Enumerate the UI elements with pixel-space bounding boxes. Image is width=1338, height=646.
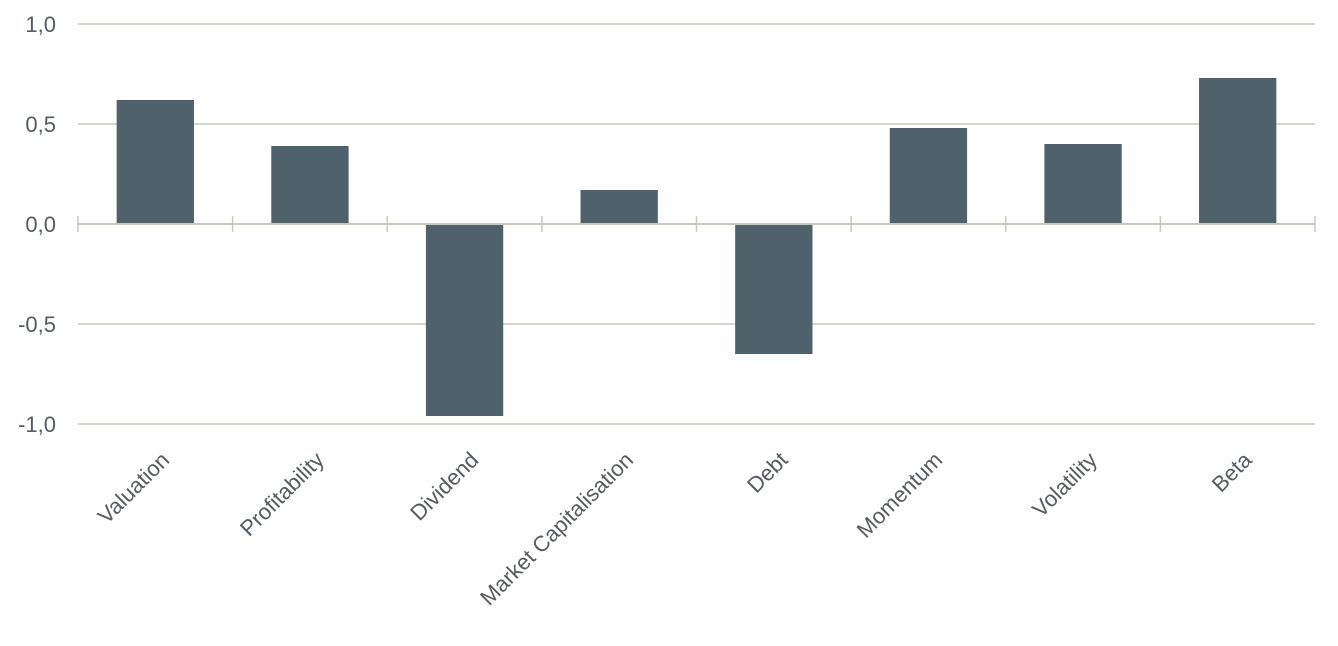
x-tick-label: Profitability — [235, 447, 329, 541]
x-tick-label: Beta — [1207, 447, 1257, 497]
bar-debt — [735, 224, 813, 354]
y-tick-label: 1,0 — [25, 12, 56, 37]
gridlines — [78, 23, 1315, 425]
x-tick-label: Momentum — [852, 447, 947, 542]
bar-valuation — [116, 100, 194, 224]
y-tick-label: 0,5 — [25, 112, 56, 137]
x-tick-label: Dividend — [405, 447, 483, 525]
x-tick-label: Market Capitalisation — [475, 447, 638, 610]
bar-dividend — [425, 224, 504, 416]
y-axis-tick-labels: 1,0 0,5 0,0 -0,5 -1,0 — [18, 12, 56, 437]
y-tick-label: -0,5 — [18, 312, 56, 337]
bars — [116, 78, 1277, 416]
x-axis — [77, 216, 1316, 232]
bar-profitability — [271, 146, 349, 224]
bar-momentum — [889, 128, 968, 224]
x-tick-label: Volatility — [1027, 447, 1102, 522]
y-tick-label: 0,0 — [25, 212, 56, 237]
bar-volatility — [1044, 144, 1122, 224]
x-tick-label: Valuation — [93, 447, 174, 528]
x-tick-label: Debt — [742, 447, 793, 498]
bar-market-capitalisation — [580, 190, 658, 224]
y-tick-label: -1,0 — [18, 412, 56, 437]
bar-beta — [1199, 78, 1277, 224]
